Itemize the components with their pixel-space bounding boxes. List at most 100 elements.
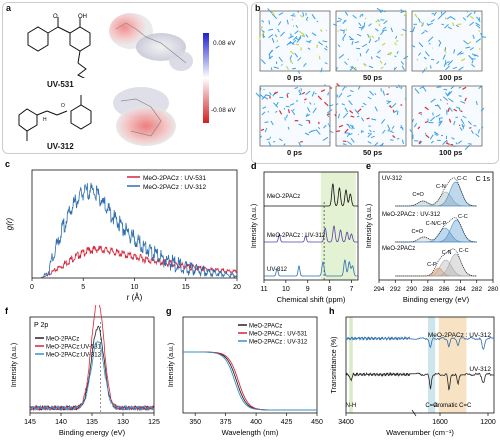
molecule-bond <box>368 23 372 27</box>
peak-label: C-N <box>436 184 446 190</box>
molecule-bond <box>343 29 345 34</box>
molecule-bond <box>363 22 366 28</box>
molecule-bond <box>344 11 349 16</box>
molecule-bond <box>452 66 458 70</box>
esp-surface-uv531 <box>109 13 193 71</box>
molecule-bond <box>436 86 442 88</box>
molecule-bond <box>444 24 449 29</box>
molecule-bond <box>323 124 327 129</box>
x-tick-label: 280 <box>488 286 499 293</box>
molecule-bond <box>471 63 475 68</box>
plot-frame <box>345 316 495 414</box>
molecule-bond <box>261 111 266 116</box>
molecule-bond <box>356 115 360 118</box>
fit-component <box>395 181 477 207</box>
molecule-bond <box>306 40 311 44</box>
molecule-bond <box>362 102 367 106</box>
molecule-bond <box>398 84 401 88</box>
molecule-bond <box>348 100 353 106</box>
molecule-bond <box>348 35 354 41</box>
molecule-bond <box>289 55 293 60</box>
plot-frame <box>378 171 494 281</box>
molecule-bond <box>401 139 404 145</box>
y-axis-label: Intensity (a.u.) <box>168 343 175 387</box>
molecule-bond <box>346 132 351 138</box>
molecule-bond <box>291 39 297 45</box>
molecule-bond <box>268 54 271 60</box>
trace-label: MeO-2PACz : UV-312 <box>428 332 491 339</box>
molecule-bond <box>358 22 362 27</box>
series-line-1 <box>183 351 317 411</box>
molecule-bond <box>418 52 422 56</box>
additive-bond <box>261 31 265 37</box>
peak-label: C-C <box>459 248 469 254</box>
molecule-bond <box>271 13 278 20</box>
molecule-bond <box>344 107 349 113</box>
molecule-bond <box>350 90 354 93</box>
molecule-bond <box>347 141 352 146</box>
molecule-bond <box>311 91 315 97</box>
x-tick-label: 140 <box>55 419 67 426</box>
x-tick-label: 9 <box>306 286 310 293</box>
molecule-bond <box>473 10 477 15</box>
x-tick-label: 130 <box>117 419 129 426</box>
molecule-bond <box>412 26 416 32</box>
molecule-bond <box>449 90 453 94</box>
molecule-bond <box>453 145 458 147</box>
additive-bond <box>417 126 421 130</box>
molecule-bond <box>356 47 361 50</box>
additive-bond <box>319 29 323 33</box>
esp-surface-uv312 <box>113 87 176 146</box>
trace-label: MeO-2PACz : UV-312 <box>382 212 441 218</box>
md-box <box>411 10 483 72</box>
molecule-bond <box>268 28 274 31</box>
molecule-bond <box>349 67 354 71</box>
axis-break <box>411 409 417 417</box>
molecule-bond <box>267 8 273 14</box>
molecule-bond <box>460 100 466 104</box>
molecule-bond <box>358 27 364 29</box>
molecule-bond <box>311 13 316 20</box>
additive-bond <box>299 30 304 35</box>
molecule-bond <box>400 8 403 12</box>
panel-b: b 0 ps 50 ps 100 ps 0 ps 50 ps 100 ps <box>251 2 499 164</box>
molecule-bond <box>460 118 465 124</box>
molecule-bond <box>342 37 344 41</box>
colorbar <box>203 33 209 123</box>
molecule-bond <box>387 129 390 132</box>
molecule-bond <box>467 120 472 125</box>
x-axis-label: Chemical shift (ppm) <box>277 295 346 304</box>
molecule-bond <box>440 11 443 15</box>
molecule-bond <box>402 28 407 32</box>
molecule-bond <box>296 10 300 13</box>
additive-bond <box>362 63 367 67</box>
molecule-bond <box>335 66 338 70</box>
molecule-bond <box>324 84 326 87</box>
panel-letter-e: e <box>366 161 371 171</box>
molecule-bond <box>350 137 355 143</box>
additive-bond <box>271 10 275 16</box>
molecule-bond <box>320 67 323 73</box>
additive-bond <box>461 58 466 62</box>
molecule-bond <box>287 126 290 130</box>
molecule-bond <box>421 31 425 35</box>
time-label-bottom-1: 50 ps <box>363 148 383 157</box>
legend-label: MeO-2PACz:UV-312 <box>46 353 102 359</box>
molecule-bond <box>469 47 474 51</box>
molecule-bond <box>481 36 486 38</box>
molecule-bond <box>434 133 438 137</box>
molecule-bond <box>469 21 475 26</box>
molecule-bond <box>442 54 446 60</box>
molecule-bond <box>269 136 272 139</box>
panel-letter-c: c <box>5 159 10 169</box>
additive-bond <box>403 12 408 17</box>
panel-letter-f: f <box>5 306 9 316</box>
additive-bond <box>425 67 428 70</box>
additive-bond <box>389 52 393 56</box>
molecule-bond <box>462 17 467 21</box>
additive-bond <box>354 66 357 71</box>
molecule-bond <box>356 33 362 37</box>
molecule-bond <box>347 58 349 61</box>
additive-bond <box>469 127 472 129</box>
molecule-bond <box>371 118 377 121</box>
